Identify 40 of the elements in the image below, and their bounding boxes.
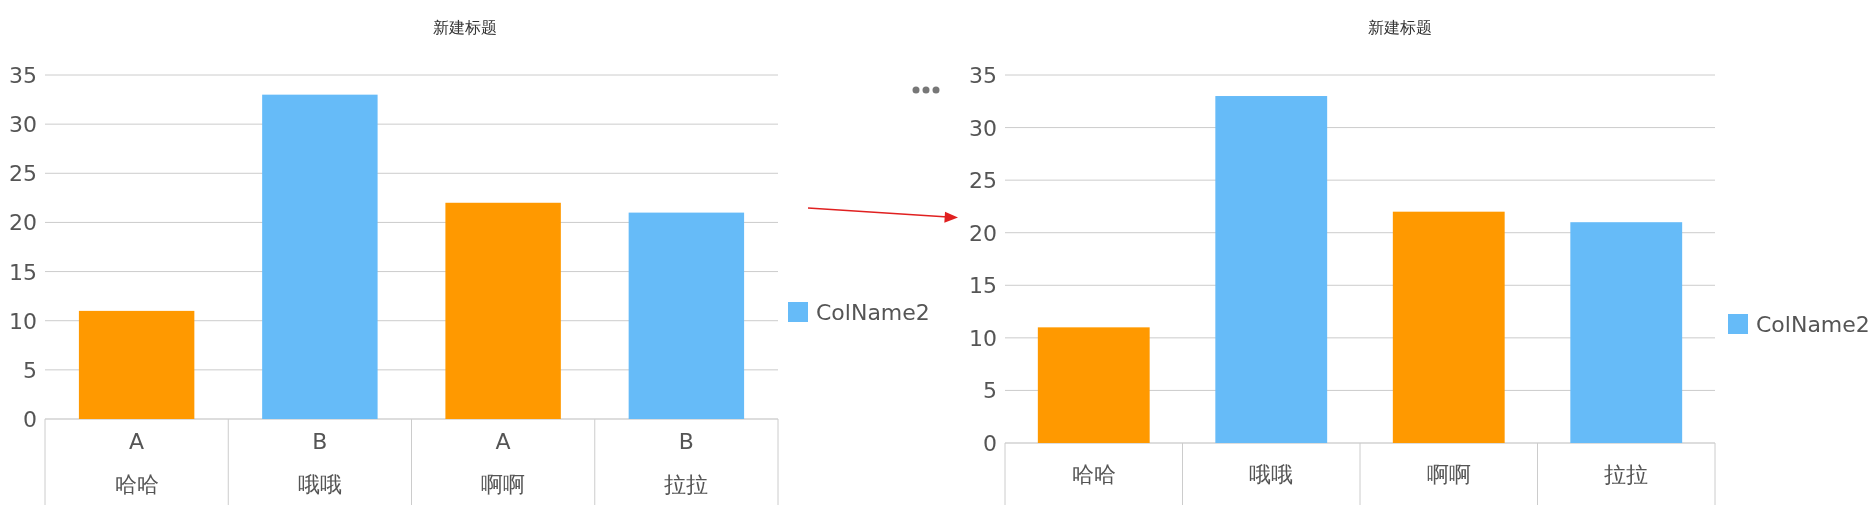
legend-label: ColName2 [816, 300, 930, 325]
y-tick-label: 0 [983, 431, 997, 456]
text: A [129, 428, 145, 454]
x-tick-label: 拉拉 [664, 471, 709, 497]
y-tick-label: 25 [969, 168, 997, 194]
x-tick-label: 啊啊 [481, 471, 526, 497]
y-tick-label: 20 [969, 220, 997, 246]
x-tick-label: 哦哦 [1249, 462, 1294, 487]
y-tick-label: 30 [969, 115, 997, 141]
bar [445, 202, 561, 419]
y-tick-label: 35 [969, 63, 997, 88]
y-tick-label: 30 [9, 112, 37, 138]
bar [78, 310, 195, 419]
y-tick-label: 10 [9, 308, 37, 334]
bar [1037, 327, 1150, 443]
chart-title: 新建标题 [1368, 18, 1432, 37]
text: A [495, 428, 511, 454]
y-tick-label: 25 [9, 161, 37, 187]
y-tick-label: 20 [9, 210, 37, 236]
text: B [312, 428, 328, 454]
y-tick-label: 10 [969, 325, 997, 351]
bar [1215, 96, 1328, 443]
y-tick-label: 15 [969, 273, 997, 299]
bar [262, 94, 378, 419]
x-tick-label: 哈哈 [114, 471, 159, 497]
chart-title: 新建标题 [433, 18, 497, 37]
bar [1392, 211, 1505, 443]
x-tick-label: 拉拉 [1604, 462, 1649, 487]
y-tick-label: 15 [9, 259, 37, 285]
legend-label: ColName2 [1756, 312, 1869, 337]
x-tick-label: 哈哈 [1071, 462, 1116, 487]
y-tick-label: 0 [23, 407, 37, 432]
bar [1570, 222, 1683, 443]
x-tick-label: 哦哦 [297, 471, 342, 497]
x-tick-label: 啊啊 [1426, 462, 1471, 487]
y-tick-label: 35 [9, 63, 37, 88]
bar [628, 212, 745, 419]
text: B [678, 428, 694, 454]
y-tick-label: 5 [23, 357, 37, 383]
y-tick-label: 5 [983, 378, 997, 404]
